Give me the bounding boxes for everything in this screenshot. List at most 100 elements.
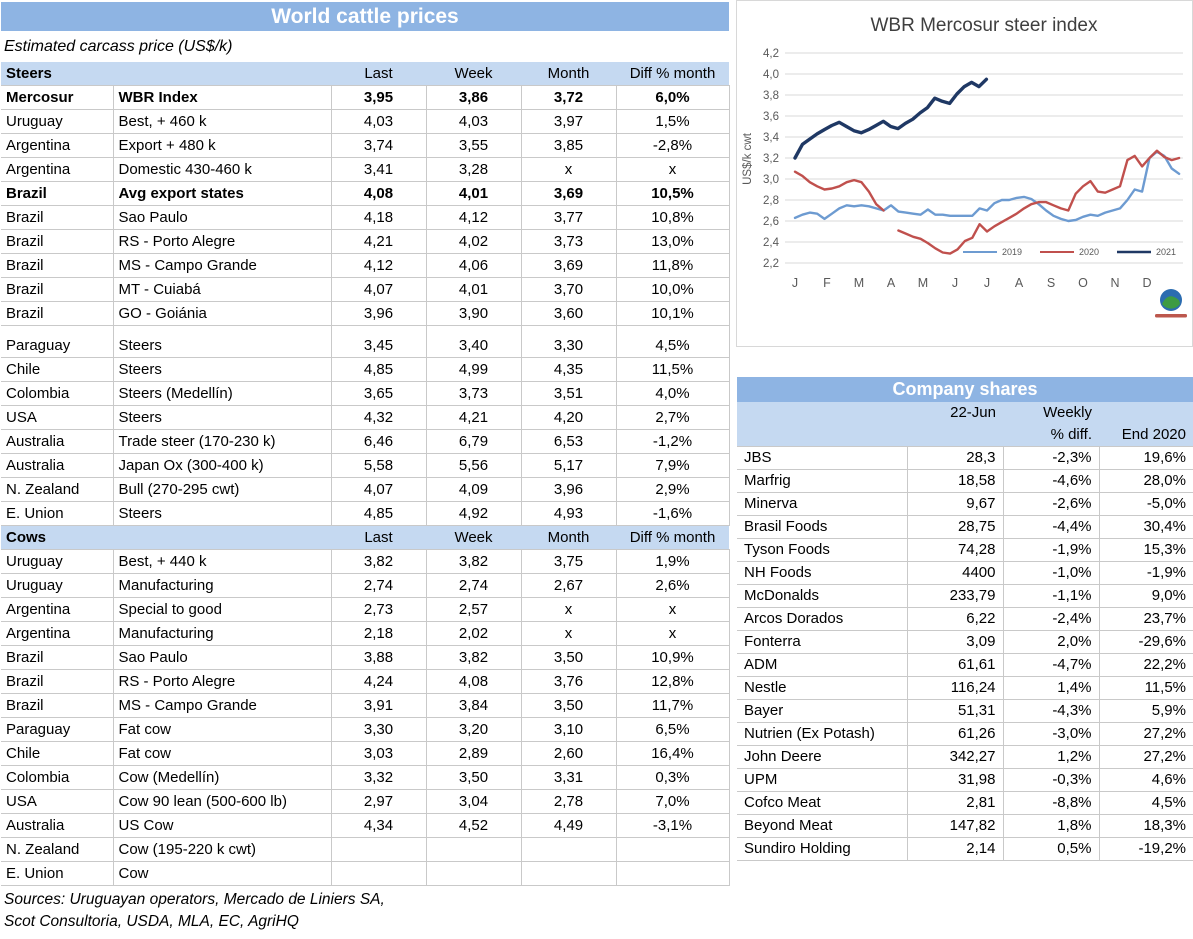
- table-row: Mercosur WBR Index 3,95 3,86 3,72 6,0%: [1, 85, 730, 110]
- cell-week: 3,28: [426, 157, 522, 182]
- cell-detail: RS - Porto Alegre: [113, 669, 332, 694]
- cell-week: 4,08: [426, 669, 522, 694]
- cell-last: 4,34: [331, 813, 427, 838]
- cell-diff: 11,7%: [616, 693, 730, 718]
- cell-week: 3,82: [426, 549, 522, 574]
- cell-detail: Manufacturing: [113, 621, 332, 646]
- cell-detail: Japan Ox (300-400 k): [113, 453, 332, 478]
- cell-company-name: JBS: [737, 446, 908, 470]
- table-row: Australia Trade steer (170-230 k) 6,46 6,79…: [1, 429, 730, 454]
- cell-month: 3,69: [521, 181, 617, 206]
- cell-last: [331, 861, 427, 886]
- wbr-mercosur-steer-index-chart: 2,2 2,4 2,6 2,8 3,0 3,2 3,4 3,6 3,8 4,0 4,2 J F M A M J J…: [736, 0, 1193, 347]
- cell-country: Uruguay: [1, 549, 114, 574]
- cell-last: 3,82: [331, 549, 427, 574]
- company-header-blank: [737, 424, 907, 447]
- table-row: Uruguay Best, + 440 k 3,82 3,82 3,75 1,9%: [1, 549, 730, 574]
- cell-week: 2,02: [426, 621, 522, 646]
- cattle-table-title: World cattle prices: [1, 2, 729, 31]
- company-row: Arcos Dorados 6,22 -2,4% 23,7%: [737, 607, 1193, 631]
- cell-diff: 11,8%: [616, 253, 730, 278]
- cell-end2020: 5,9%: [1099, 699, 1193, 723]
- cell-end2020: 19,6%: [1099, 446, 1193, 470]
- cell-weekly: 1,8%: [1003, 814, 1100, 838]
- svg-text:2,2: 2,2: [763, 258, 779, 270]
- cell-last: 3,95: [331, 85, 427, 110]
- cell-week: 4,92: [426, 501, 522, 526]
- cell-weekly: -1,0%: [1003, 561, 1100, 585]
- table-row: Uruguay Manufacturing 2,74 2,74 2,67 2,6%: [1, 573, 730, 598]
- cell-detail: Special to good: [113, 597, 332, 622]
- cell-week: 4,03: [426, 109, 522, 134]
- cell-last: 4,08: [331, 181, 427, 206]
- cell-month: 3,30: [521, 334, 617, 358]
- cell-value: 2,14: [907, 837, 1004, 861]
- company-header-blank: [737, 402, 907, 424]
- svg-text:2,6: 2,6: [763, 216, 779, 228]
- cell-weekly: 2,0%: [1003, 630, 1100, 654]
- y-axis-title: US$/k cwt: [742, 132, 754, 185]
- company-header-date: 22-Jun: [907, 402, 1003, 424]
- svg-text:J: J: [984, 276, 990, 290]
- cell-week: 4,01: [426, 277, 522, 302]
- sources-line-2: Scot Consultoria, USDA, MLA, EC, AgriHQ: [4, 913, 299, 930]
- cell-company-name: Marfrig: [737, 469, 908, 493]
- cell-diff: [616, 861, 730, 886]
- cell-company-name: Beyond Meat: [737, 814, 908, 838]
- company-row: Bayer 51,31 -4,3% 5,9%: [737, 699, 1193, 723]
- cell-company-name: John Deere: [737, 745, 908, 769]
- cell-end2020: -19,2%: [1099, 837, 1193, 861]
- cell-detail: Cow: [113, 861, 332, 886]
- cell-month: 5,17: [521, 453, 617, 478]
- spacer-cell: [331, 325, 427, 334]
- cell-company-name: Cofco Meat: [737, 791, 908, 815]
- cell-diff: x: [616, 621, 730, 646]
- table-row: Brazil MT - Cuiabá 4,07 4,01 3,70 10,0%: [1, 277, 730, 302]
- table-row: Colombia Steers (Medellín) 3,65 3,73 3,51 4,0…: [1, 381, 730, 406]
- table-row: Argentina Special to good 2,73 2,57 x x: [1, 597, 730, 622]
- cell-week: 3,86: [426, 85, 522, 110]
- cell-month: 3,10: [521, 717, 617, 742]
- cell-end2020: 4,5%: [1099, 791, 1193, 815]
- cell-diff: 10,1%: [616, 301, 730, 326]
- cell-country: Brazil: [1, 253, 114, 278]
- company-row: Fonterra 3,09 2,0% -29,6%: [737, 630, 1193, 654]
- cell-detail: Steers (Medellín): [113, 381, 332, 406]
- cell-week: 4,21: [426, 405, 522, 430]
- cell-diff: 12,8%: [616, 669, 730, 694]
- cell-weekly: -4,6%: [1003, 469, 1100, 493]
- cell-end2020: -29,6%: [1099, 630, 1193, 654]
- cell-weekly: 0,5%: [1003, 837, 1100, 861]
- table-row: Brazil GO - Goiánia 3,96 3,90 3,60 10,1%: [1, 301, 730, 326]
- cell-week: 2,89: [426, 741, 522, 766]
- cell-diff: -1,6%: [616, 501, 730, 526]
- table-row: USA Cow 90 lean (500-600 lb) 2,97 3,04 2,78 7…: [1, 789, 730, 814]
- cell-company-name: Bayer: [737, 699, 908, 723]
- cell-diff: 1,9%: [616, 549, 730, 574]
- cell-country: Argentina: [1, 621, 114, 646]
- cell-country: Argentina: [1, 157, 114, 182]
- cell-end2020: 11,5%: [1099, 676, 1193, 700]
- cell-country: Mercosur: [1, 85, 114, 110]
- cell-month: x: [521, 597, 617, 622]
- cell-country: USA: [1, 405, 114, 430]
- cell-month: 3,77: [521, 205, 617, 230]
- cell-weekly: -1,1%: [1003, 584, 1100, 608]
- cell-diff: 10,9%: [616, 645, 730, 670]
- cell-month: 3,50: [521, 693, 617, 718]
- cell-month: x: [521, 621, 617, 646]
- cell-detail: Sao Paulo: [113, 205, 332, 230]
- cell-company-name: Nutrien (Ex Potash): [737, 722, 908, 746]
- spacer-cell: [521, 325, 617, 334]
- cell-last: 2,73: [331, 597, 427, 622]
- cell-end2020: -1,9%: [1099, 561, 1193, 585]
- cell-diff: 16,4%: [616, 741, 730, 766]
- cell-company-name: ADM: [737, 653, 908, 677]
- cell-month: 3,96: [521, 477, 617, 502]
- cell-last: 6,46: [331, 429, 427, 454]
- cell-end2020: 27,2%: [1099, 745, 1193, 769]
- company-table-title: Company shares: [737, 377, 1193, 402]
- cell-diff: 1,5%: [616, 109, 730, 134]
- cell-week: 3,84: [426, 693, 522, 718]
- svg-text:D: D: [1142, 276, 1151, 290]
